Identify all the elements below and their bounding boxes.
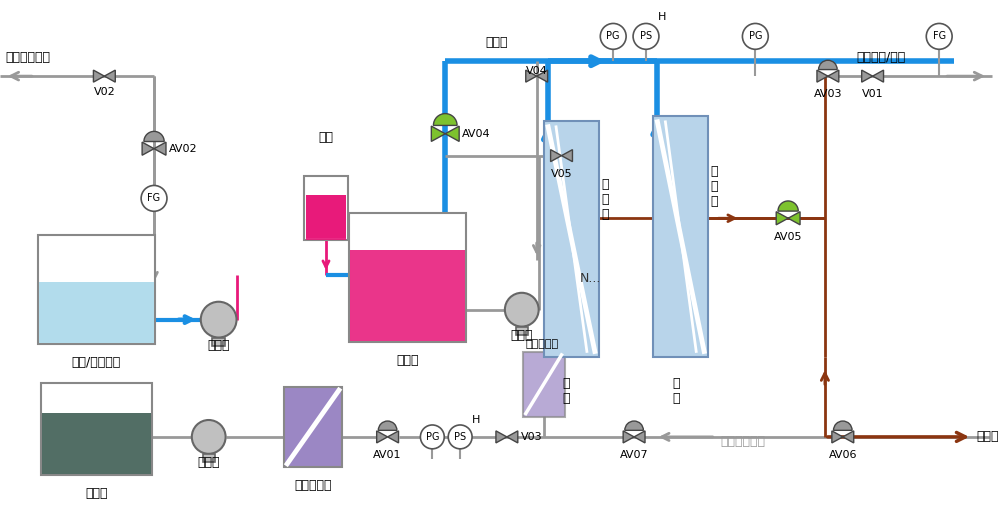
Text: 不合格水排放: 不合格水排放 [5,51,50,64]
Text: N...: N... [579,272,601,285]
Text: 原
液: 原 液 [563,377,570,405]
Polygon shape [828,70,839,82]
Polygon shape [817,70,828,82]
Text: 清洗泵: 清洗泵 [511,329,533,342]
Circle shape [742,23,768,49]
Text: 反洗泵: 反洗泵 [207,340,230,353]
Bar [203,454,215,462]
Bar [42,414,151,474]
Circle shape [141,186,167,211]
Circle shape [201,302,237,338]
Text: V01: V01 [862,89,883,99]
Bar [653,116,708,357]
Polygon shape [496,431,507,443]
Text: 产水/反洗水箱: 产水/反洗水箱 [72,356,121,369]
Bar [41,383,152,475]
Text: 超滤液: 超滤液 [486,36,508,49]
Text: AV06: AV06 [829,450,857,460]
Text: PS: PS [454,432,466,442]
Text: AV02: AV02 [169,144,198,154]
Polygon shape [93,70,104,82]
Polygon shape [776,211,788,225]
Polygon shape [537,70,548,82]
Bar [350,250,465,342]
Polygon shape [377,431,388,443]
Text: AV04: AV04 [462,129,491,139]
Bar [38,235,155,344]
Wedge shape [778,201,798,211]
Text: 浓水回流/排放: 浓水回流/排放 [857,51,906,64]
Polygon shape [873,70,884,82]
Circle shape [926,23,952,49]
Circle shape [448,425,472,449]
Polygon shape [843,431,854,443]
Bar [212,338,225,346]
Text: 原水箱: 原水箱 [85,486,108,499]
Text: 原水泵: 原水泵 [197,456,220,469]
Polygon shape [862,70,873,82]
Text: V02: V02 [93,87,115,97]
Polygon shape [154,142,166,155]
Wedge shape [834,421,852,430]
Polygon shape [388,431,399,443]
Wedge shape [144,131,164,142]
Text: 原
液: 原 液 [672,377,680,405]
Bar [39,282,154,343]
Text: 无油压缩空气: 无油压缩空气 [721,435,766,448]
Text: PS: PS [640,32,652,41]
Circle shape [192,420,226,454]
Text: PG: PG [606,32,620,41]
Text: PG: PG [426,432,439,442]
Polygon shape [623,431,634,443]
Polygon shape [788,211,800,225]
Bar [306,195,346,238]
Polygon shape [431,126,445,142]
Bar [306,195,346,240]
Text: FG: FG [147,193,161,203]
Text: V05: V05 [551,169,572,178]
Polygon shape [507,431,518,443]
Text: AV05: AV05 [774,232,802,242]
Text: 排放口: 排放口 [976,430,998,444]
Text: AV01: AV01 [373,450,402,460]
Wedge shape [625,421,643,430]
Bar [523,352,565,417]
Text: PG: PG [749,32,762,41]
Wedge shape [433,114,457,126]
Text: 浓
缩
液: 浓 缩 液 [711,165,718,208]
Bar [349,214,466,342]
Text: H: H [472,415,480,425]
Circle shape [420,425,444,449]
Text: 清洗过滤器: 清洗过滤器 [525,340,558,349]
Polygon shape [634,431,645,443]
Text: 浓
缩
液: 浓 缩 液 [601,178,609,221]
Text: 药箱: 药箱 [318,131,333,144]
Polygon shape [104,70,115,82]
Text: 保安过滤器: 保安过滤器 [294,479,332,492]
Wedge shape [819,60,837,70]
Polygon shape [445,126,459,142]
Text: 清洗箱: 清洗箱 [396,355,419,368]
Circle shape [633,23,659,49]
Bar [284,387,342,467]
Text: V03: V03 [521,432,542,442]
Text: AV03: AV03 [814,89,842,99]
Circle shape [600,23,626,49]
Circle shape [505,293,539,327]
Text: FG: FG [933,32,946,41]
Text: V04: V04 [526,66,548,76]
Wedge shape [378,421,397,430]
Text: AV07: AV07 [620,450,648,460]
Polygon shape [551,149,562,162]
Bar [304,175,348,240]
Polygon shape [832,431,843,443]
Bar [516,327,528,335]
Polygon shape [562,149,572,162]
Bar [544,121,599,357]
Polygon shape [526,70,537,82]
Polygon shape [142,142,154,155]
Text: H: H [658,12,666,22]
